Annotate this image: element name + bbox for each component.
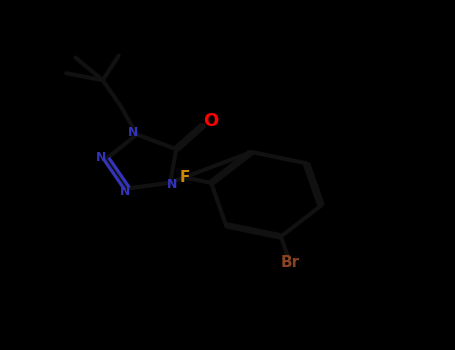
Text: N: N <box>167 178 177 191</box>
Text: F: F <box>180 170 190 185</box>
Text: N: N <box>96 151 106 164</box>
Text: N: N <box>120 185 130 198</box>
Text: N: N <box>128 126 138 139</box>
Text: O: O <box>203 112 218 130</box>
Text: Br: Br <box>281 256 300 271</box>
